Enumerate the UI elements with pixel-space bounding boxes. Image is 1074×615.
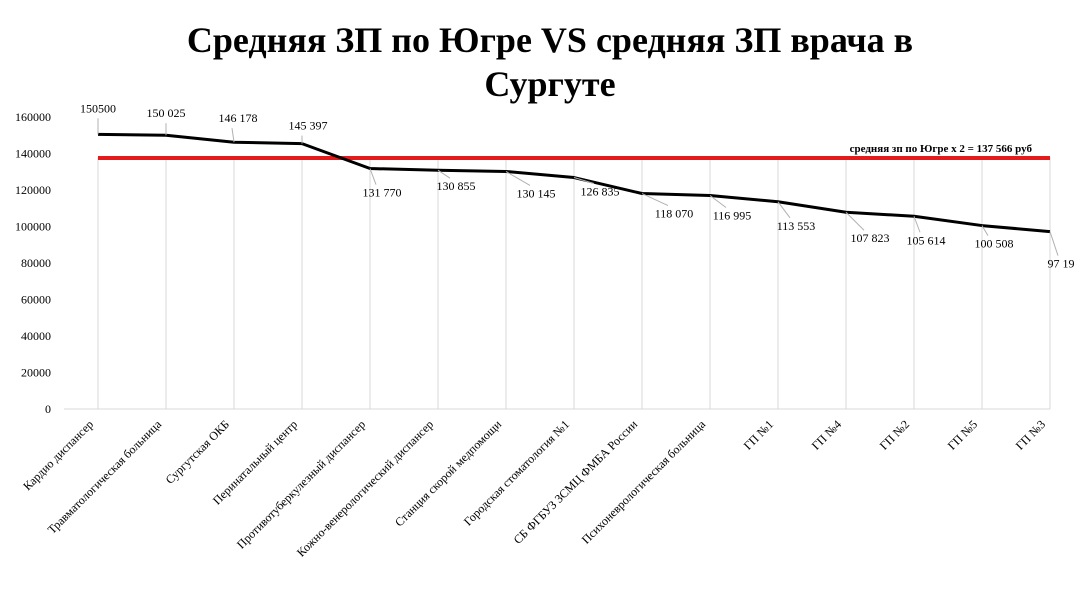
x-tick-label: Кардио диспансер [20,417,96,493]
leader-line [777,201,791,219]
x-tick-label: Сургутская ОКБ [163,417,233,487]
data-label: 126 835 [581,185,620,199]
data-label: 105 614 [907,233,946,247]
data-label: 146 178 [219,111,258,125]
leader-line [505,171,531,186]
y-tick-label: 120000 [15,183,51,197]
y-tick-label: 160000 [15,110,51,124]
reference-line-group: средняя зп по Югре х 2 = 137 566 руб [98,143,1050,160]
leader-line [1049,231,1059,256]
leader-line [369,168,377,185]
x-tick-label: Психоневрологическая больница [579,417,709,547]
leader-line [437,169,451,179]
data-label: 116 995 [713,208,752,222]
x-tick-label: ГП №3 [1013,417,1048,452]
y-tick-label: 0 [45,402,51,416]
x-tick-label: ГП №2 [877,417,912,452]
x-tick-label: ГП №5 [945,417,980,452]
vertical-gridlines [97,157,1051,409]
data-labels: 150500 150 025 146 178 145 397 131 770 130 85… [80,101,1074,270]
data-label: 107 823 [851,231,890,245]
leader-line [913,216,921,233]
data-label: 100 508 [975,237,1014,251]
chart-title: Средняя ЗП по Югре VS средняя ЗП врача в… [100,18,1000,106]
y-tick-label: 140000 [15,147,51,161]
data-label: 130 855 [437,179,476,193]
data-label: 145 397 [289,119,328,133]
chart-title-line-2: Сургуте [484,64,616,104]
data-label: 130 145 [517,186,556,200]
chart-title-line-1: Средняя ЗП по Югре VS средняя ЗП врача в [186,20,914,60]
leader-line [641,193,669,206]
x-tick-label: ГП №1 [741,417,776,452]
x-tick-label: Противотуберкулезный диспансер [234,417,368,551]
data-label: 97 192 [1048,257,1074,271]
data-label: 131 770 [363,186,402,200]
y-tick-label: 80000 [21,256,51,270]
y-tick-label: 60000 [21,293,51,307]
leader-lines [97,118,1059,256]
leader-line [981,225,989,236]
leader-line [709,195,727,208]
y-tick-label: 100000 [15,220,51,234]
leader-line [231,128,235,143]
leader-line [573,177,595,185]
y-tick-label: 20000 [21,366,51,380]
x-tick-label: ГП №4 [809,417,844,452]
data-label: 150500 [80,101,116,115]
data-label: 118 070 [655,207,694,221]
y-axis: 0 20000 40000 60000 80000 100000 120000 140000 1… [15,110,51,416]
y-tick-label: 40000 [21,329,51,343]
x-tick-label: Кожно-венерологический диспансер [294,417,436,559]
x-tick-label: Травматологическая больница [45,417,165,537]
reference-line-label: средняя зп по Югре х 2 = 137 566 руб [850,143,1033,155]
leader-line [845,211,865,231]
data-label: 113 553 [777,219,816,233]
data-label: 150 025 [147,106,186,120]
x-tick-label: СБ ФГБУЗ ЗСМЦ ФМБА России [511,417,641,547]
